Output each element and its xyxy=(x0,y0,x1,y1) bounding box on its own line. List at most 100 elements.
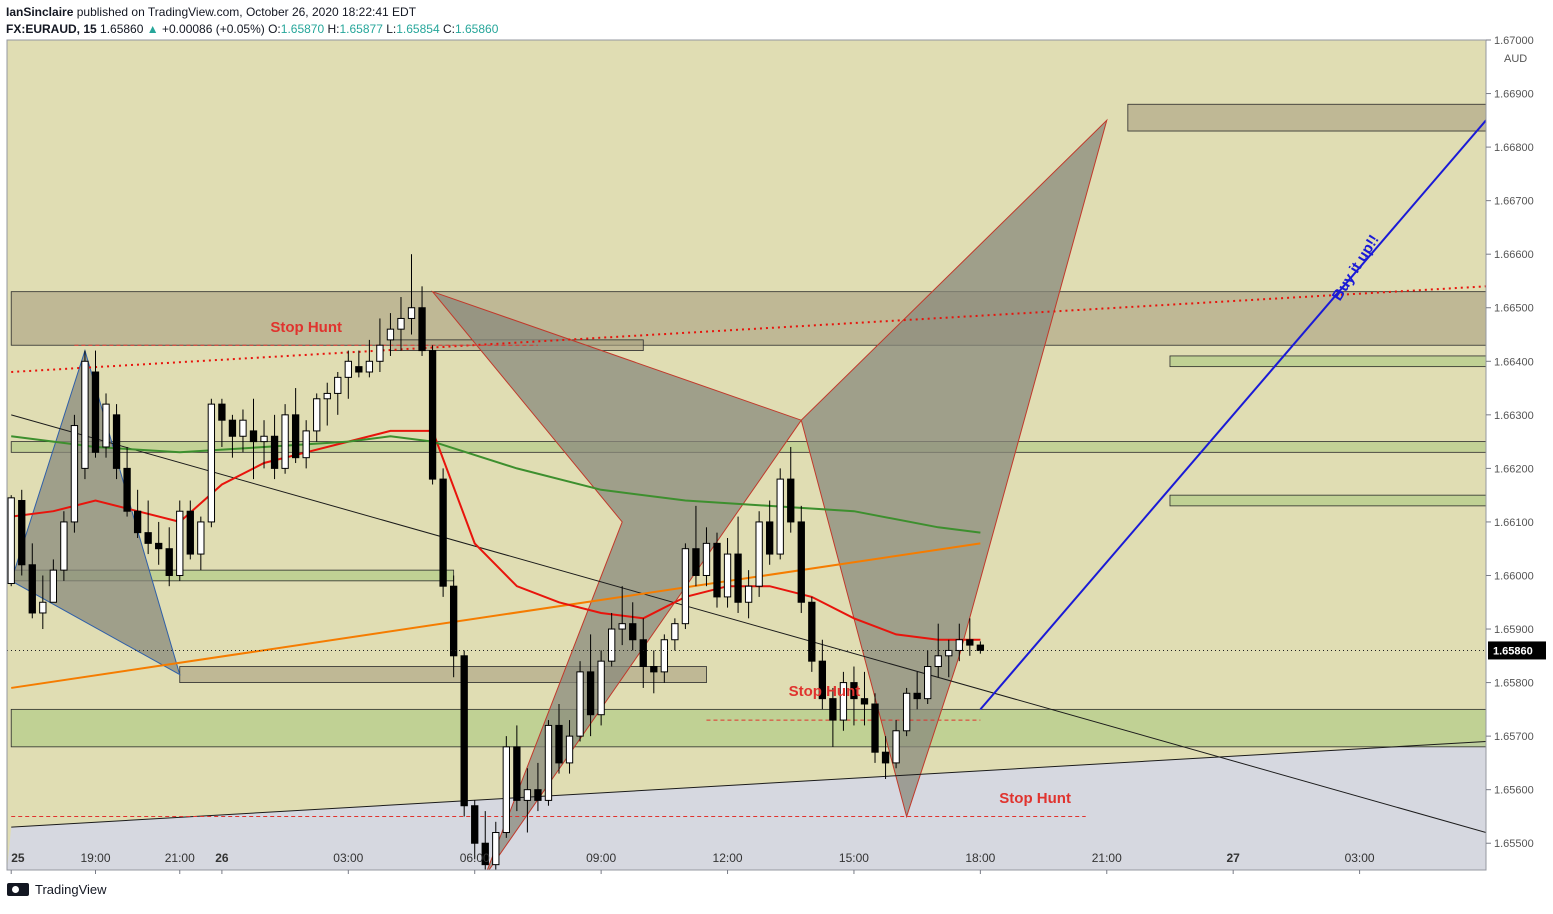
candle xyxy=(334,376,342,394)
candle xyxy=(28,564,36,614)
candle xyxy=(407,307,416,319)
price-tick-label: 1.66500 xyxy=(1494,303,1534,315)
price-tick-label: 1.66200 xyxy=(1494,463,1534,475)
brand-label: TradingView xyxy=(35,882,107,897)
open-label: O: xyxy=(268,22,281,36)
zone-demand-4 xyxy=(10,708,1486,748)
candle xyxy=(955,639,963,651)
time-tick-label: 19:00 xyxy=(80,851,110,865)
time-tick-label: 03:00 xyxy=(1345,851,1375,865)
price-tick-label: 1.66900 xyxy=(1494,89,1534,101)
price-tick-label: 1.66700 xyxy=(1494,196,1534,208)
trendline-blue xyxy=(979,119,1486,711)
candle xyxy=(650,666,658,673)
candle xyxy=(618,623,626,630)
candle xyxy=(744,585,753,603)
time-tick-label: 21:00 xyxy=(1092,851,1122,865)
candle xyxy=(313,398,321,432)
time-tick-label: 18:00 xyxy=(965,851,995,865)
candle xyxy=(723,553,732,598)
author-name[interactable]: IanSinclaire xyxy=(6,5,74,19)
candle xyxy=(502,746,510,834)
candle xyxy=(576,671,584,737)
candle xyxy=(281,414,289,469)
candle xyxy=(481,842,489,866)
price-tick-label: 1.66800 xyxy=(1494,142,1534,154)
candle xyxy=(133,510,142,534)
high-label: H: xyxy=(327,22,340,36)
candle xyxy=(976,644,985,651)
ohlc-header: FX:EURAUD, 15 1.65860 ▲ +0.00086 (+0.05%… xyxy=(6,22,498,36)
candle xyxy=(818,660,827,700)
price-tick-label: 1.66300 xyxy=(1494,410,1534,422)
candle xyxy=(945,649,953,657)
candle xyxy=(692,548,700,576)
candle xyxy=(523,789,532,801)
price-tick-label: 1.65900 xyxy=(1494,624,1534,636)
candle xyxy=(755,521,763,587)
publish-info: published on TradingView.com, October 26… xyxy=(76,5,417,19)
price-tick-label: 1.65800 xyxy=(1494,678,1534,690)
candle xyxy=(471,805,479,844)
time-tick-label: 21:00 xyxy=(165,851,195,865)
open-value: 1.65870 xyxy=(280,22,325,36)
candle xyxy=(555,724,563,764)
candle xyxy=(18,500,26,566)
candle xyxy=(81,360,89,469)
candle xyxy=(112,414,121,469)
candle xyxy=(881,751,890,764)
series-sma xyxy=(11,435,981,534)
candle xyxy=(323,392,331,400)
close-value: 1.65860 xyxy=(454,22,499,36)
candle xyxy=(565,735,574,764)
candle xyxy=(197,521,205,555)
candle xyxy=(102,403,110,448)
stop-hunt-label: Stop Hunt xyxy=(789,683,861,700)
candle xyxy=(871,703,879,753)
candle xyxy=(629,623,637,641)
candle xyxy=(544,724,553,801)
candle xyxy=(492,832,500,866)
candle xyxy=(776,478,784,555)
candle xyxy=(586,671,595,716)
candle xyxy=(70,425,79,523)
candle xyxy=(207,403,216,523)
candle xyxy=(176,510,184,576)
candle xyxy=(123,467,131,512)
candle xyxy=(302,430,310,459)
candle xyxy=(165,548,173,576)
time-tick-label: 15:00 xyxy=(839,851,869,865)
series-ema xyxy=(11,429,981,641)
stop-hunt-label: Stop Hunt xyxy=(270,319,342,336)
candle xyxy=(924,666,932,700)
candle xyxy=(839,682,848,721)
lower-region xyxy=(7,741,1486,870)
price-tick-label: 1.66400 xyxy=(1494,356,1534,368)
price-tick-label: 1.66100 xyxy=(1494,517,1534,529)
trendline-ascending-black xyxy=(11,740,1486,828)
time-tick-label: 06:00 xyxy=(460,851,490,865)
trendline-orange xyxy=(11,542,981,689)
price-tick-label: 1.67000 xyxy=(1494,35,1534,47)
publish-header: IanSinclaire published on TradingView.co… xyxy=(6,5,416,19)
candle xyxy=(787,478,795,523)
candle xyxy=(934,655,942,668)
candle xyxy=(7,497,15,585)
low-value: 1.65854 xyxy=(396,22,440,36)
candle xyxy=(513,746,521,801)
candle xyxy=(597,660,605,716)
candle xyxy=(902,692,911,732)
candle xyxy=(270,435,279,469)
candle xyxy=(639,639,647,668)
candle xyxy=(344,360,352,378)
price-tick-label: 1.66000 xyxy=(1494,570,1534,582)
candle xyxy=(808,601,816,662)
price-tick-label: 1.65500 xyxy=(1494,838,1534,850)
candle xyxy=(365,360,374,373)
candle xyxy=(829,698,837,721)
candle xyxy=(186,510,194,555)
candle xyxy=(681,548,690,625)
